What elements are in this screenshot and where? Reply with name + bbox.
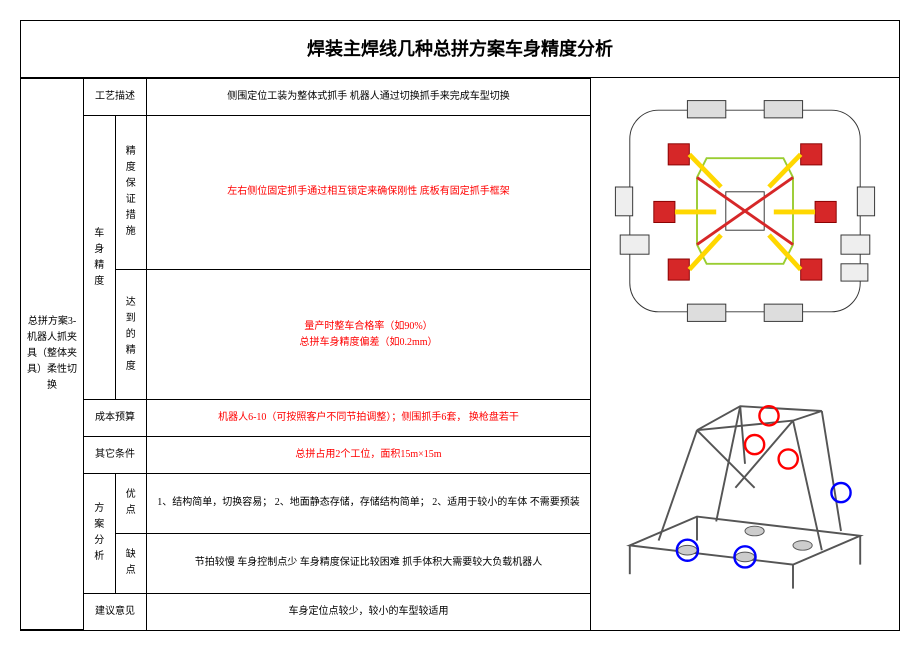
analysis-table: 总拼方案3-机器人抓夹具（整体夹具）柔性切换 工艺描述 侧围定位工装为整体式抓手… <box>21 78 591 630</box>
row-precision-measure-text: 左右侧位固定抓手通过相互锁定来确保刚性 底板有固定抓手框架 <box>147 115 591 269</box>
row-precision-reach-text: 量产时整车合格率（如90%） 总拼车身精度偏差（如0.2mm） <box>147 269 591 400</box>
analysis-table-wrap: 总拼方案3-机器人抓夹具（整体夹具）柔性切换 工艺描述 侧围定位工装为整体式抓手… <box>21 77 591 630</box>
row-cons-label: 缺点 <box>115 533 147 593</box>
row-precision-measure-label: 精度保证措施 <box>115 115 147 269</box>
row-pros-text: 1、结构简单，切换容易； 2、地面静态存储，存储结构简单； 2、适用于较小的车体… <box>147 473 591 533</box>
row-cons-text: 节拍较慢 车身控制点少 车身精度保证比较困难 抓手体积大需要较大负载机器人 <box>147 533 591 593</box>
document-page: 焊装主焊线几种总拼方案车身精度分析 总拼方案3-机器人抓夹具（整体夹具）柔性切换… <box>20 20 900 631</box>
content-area: 总拼方案3-机器人抓夹具（整体夹具）柔性切换 工艺描述 侧围定位工装为整体式抓手… <box>21 77 899 630</box>
row-other-text: 总拼占用2个工位，面积15m×15m <box>147 437 591 474</box>
row-cost-text: 机器人6-10（可按照客户不同节拍调整）；侧围抓手6套， 换枪盘若干 <box>147 400 591 437</box>
iso-frame-svg <box>601 368 889 598</box>
diagram-isometric <box>601 368 889 598</box>
precision-line1: 量产时整车合格率（如90%） <box>304 321 432 332</box>
page-title: 焊装主焊线几种总拼方案车身精度分析 <box>21 21 899 73</box>
row-other-label: 其它条件 <box>84 437 147 474</box>
row-cost-label: 成本预算 <box>84 400 147 437</box>
row-suggest-label: 建议意见 <box>84 593 147 629</box>
row-suggest-text: 车身定位点较少，较小的车型较适用 <box>147 593 591 629</box>
row-precision-reach-label: 达到的精度 <box>115 269 147 400</box>
diagram-area <box>591 77 899 630</box>
top-schematic-svg <box>601 86 889 336</box>
row-analysis-group: 方案分析 <box>84 473 116 593</box>
precision-line2: 总拼车身精度偏差（如0.2mm） <box>299 337 437 348</box>
scheme-label: 总拼方案3-机器人抓夹具（整体夹具）柔性切换 <box>21 79 84 630</box>
diagram-top-view <box>601 86 889 336</box>
row-process-text: 侧围定位工装为整体式抓手 机器人通过切换抓手来完成车型切换 <box>147 79 591 116</box>
row-process-label: 工艺描述 <box>84 79 147 116</box>
row-precision-group: 车身精度 <box>84 115 116 400</box>
row-pros-label: 优点 <box>115 473 147 533</box>
